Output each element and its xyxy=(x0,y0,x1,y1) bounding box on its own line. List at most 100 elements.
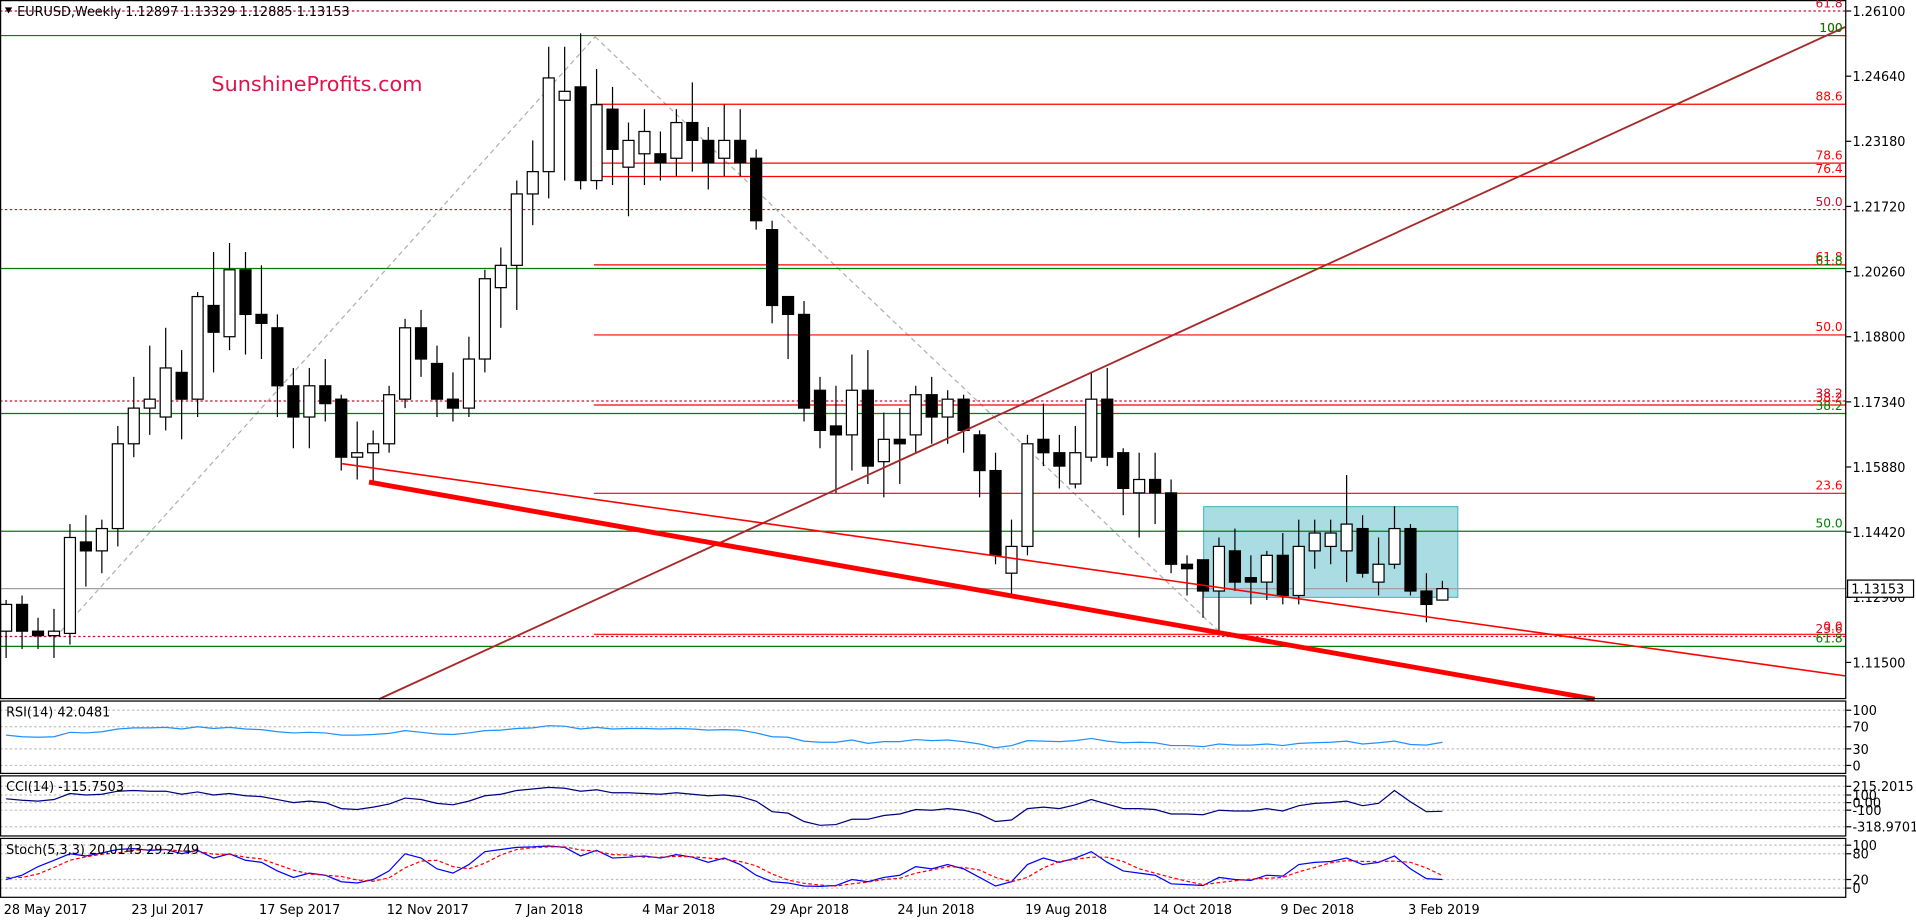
candle-body xyxy=(111,443,124,530)
candle-body xyxy=(1356,527,1369,574)
x-tick-label: 19 Aug 2018 xyxy=(1025,903,1107,918)
candle-body xyxy=(1101,398,1114,458)
candle-body xyxy=(877,438,890,463)
candle-body xyxy=(1372,563,1385,583)
candle-body xyxy=(781,295,795,316)
candle-body xyxy=(574,86,587,182)
candle-body xyxy=(0,603,13,632)
frame xyxy=(0,0,1847,898)
indicator-line xyxy=(6,786,1443,826)
y-tick-label: 30 xyxy=(1852,743,1868,758)
fib-level-label: 61.8 xyxy=(1815,0,1842,10)
y-tick-label: 100 xyxy=(1852,839,1876,854)
candle-body xyxy=(973,434,986,472)
fib-level-label: 38.2 xyxy=(1815,386,1842,400)
candle-body xyxy=(1212,545,1226,592)
stoch-title: Stoch(5,3,3) 20.0143 29.2749 xyxy=(6,843,199,858)
y-tick-label: 215.2015 xyxy=(1852,780,1913,795)
x-tick-label: 28 May 2017 xyxy=(4,903,88,918)
candle-body xyxy=(15,603,29,632)
candle-body xyxy=(909,394,922,436)
y-tick-label: 100 xyxy=(1852,704,1876,719)
candle-body xyxy=(63,536,77,635)
x-tick-label: 7 Jan 2018 xyxy=(514,903,583,918)
candle-body xyxy=(319,385,332,405)
candle-body xyxy=(478,278,491,360)
candle-body xyxy=(303,385,316,418)
y-tick-label: 0.00 xyxy=(1852,796,1881,811)
candle-body xyxy=(446,398,460,409)
candle-body xyxy=(1149,478,1162,494)
candle-body xyxy=(175,371,188,400)
candle-body xyxy=(1037,438,1050,454)
candle-body xyxy=(542,77,555,173)
candle-body xyxy=(1324,532,1337,548)
candle-body xyxy=(925,394,938,418)
candle-body xyxy=(287,385,300,418)
price-panel-frame xyxy=(0,0,1847,700)
candle-body xyxy=(95,527,108,552)
x-tick-label: 12 Nov 2017 xyxy=(387,903,469,918)
rsi-last: 42.0481 xyxy=(57,705,110,720)
last-close: 1.13153 xyxy=(297,5,350,20)
candle-body xyxy=(989,469,1002,556)
candle-body xyxy=(462,358,476,409)
y-tick-label: 1.24640 xyxy=(1852,70,1905,85)
fib-level-label: 61.8 xyxy=(1815,632,1842,646)
candle-body xyxy=(335,398,348,458)
y-tick-label: 80 xyxy=(1852,848,1868,863)
fib-level-label: 76.4 xyxy=(1815,162,1842,176)
stoch-name: Stoch(5,3,3) xyxy=(6,843,85,858)
candle-body xyxy=(510,193,523,266)
rising-trend-line xyxy=(378,26,1846,701)
symbol: EURUSD,Weekly xyxy=(17,5,122,20)
y-tick-label: 0 xyxy=(1852,882,1860,897)
candle-body xyxy=(1436,588,1449,601)
x-tick-label: 23 Jul 2017 xyxy=(131,903,204,918)
current-price-box xyxy=(1846,579,1915,598)
candle-body xyxy=(1021,443,1034,548)
candle-body xyxy=(606,108,619,150)
y-tick-label: 1.14420 xyxy=(1852,526,1905,541)
candle-body xyxy=(893,438,906,445)
candle-body xyxy=(670,121,683,159)
x-tick-label: 14 Oct 2018 xyxy=(1153,903,1232,918)
candle-body xyxy=(1180,563,1194,570)
y-tick-label: 1.21720 xyxy=(1852,200,1905,215)
fib-level-label: 38.2 xyxy=(1815,399,1842,413)
y-tick-label: -318.9701 xyxy=(1852,821,1916,836)
candle-body xyxy=(797,313,811,409)
fib-level-label: 61.8 xyxy=(1815,254,1842,268)
candle-body xyxy=(1228,550,1242,583)
candle-body xyxy=(1133,478,1146,494)
cci-panel-frame xyxy=(0,775,1847,837)
y-tick-label: 20 xyxy=(1852,873,1868,888)
menu-arrow[interactable] xyxy=(4,7,13,14)
candle-body xyxy=(1069,452,1082,485)
candle-body xyxy=(766,229,779,307)
candle-body xyxy=(1005,545,1018,574)
candle-body xyxy=(829,425,843,436)
watermark: SunshineProfits.com xyxy=(211,72,422,96)
candle-body xyxy=(414,327,428,360)
candle-body xyxy=(383,394,396,445)
candle-body xyxy=(1196,559,1210,592)
fib-level-label: 50.0 xyxy=(1815,320,1842,334)
candle-body xyxy=(143,398,156,409)
fib-level-label: 0.0 xyxy=(1823,620,1842,634)
rsi-name: RSI(14) xyxy=(6,705,53,720)
last-high: 1.13329 xyxy=(182,5,235,20)
candle-body xyxy=(813,389,827,432)
candle-body xyxy=(191,295,204,400)
candle-body xyxy=(239,269,252,316)
candle-body xyxy=(31,630,45,637)
stoch-signal-last: 29.2749 xyxy=(146,843,199,858)
last-open: 1.12897 xyxy=(125,5,178,20)
current-price-label: 1.13153 xyxy=(1851,583,1904,598)
candle-body xyxy=(1053,452,1066,467)
candle-body xyxy=(861,389,874,467)
x-tick-label: 9 Dec 2018 xyxy=(1280,903,1354,918)
